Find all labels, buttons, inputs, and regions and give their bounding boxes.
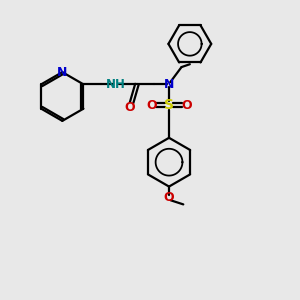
Text: NH: NH bbox=[106, 78, 125, 91]
Text: O: O bbox=[164, 191, 174, 204]
Text: N: N bbox=[57, 66, 68, 79]
Text: S: S bbox=[164, 98, 174, 112]
Text: O: O bbox=[181, 99, 192, 112]
Text: N: N bbox=[164, 78, 174, 91]
Text: O: O bbox=[124, 101, 134, 114]
Text: O: O bbox=[146, 99, 157, 112]
